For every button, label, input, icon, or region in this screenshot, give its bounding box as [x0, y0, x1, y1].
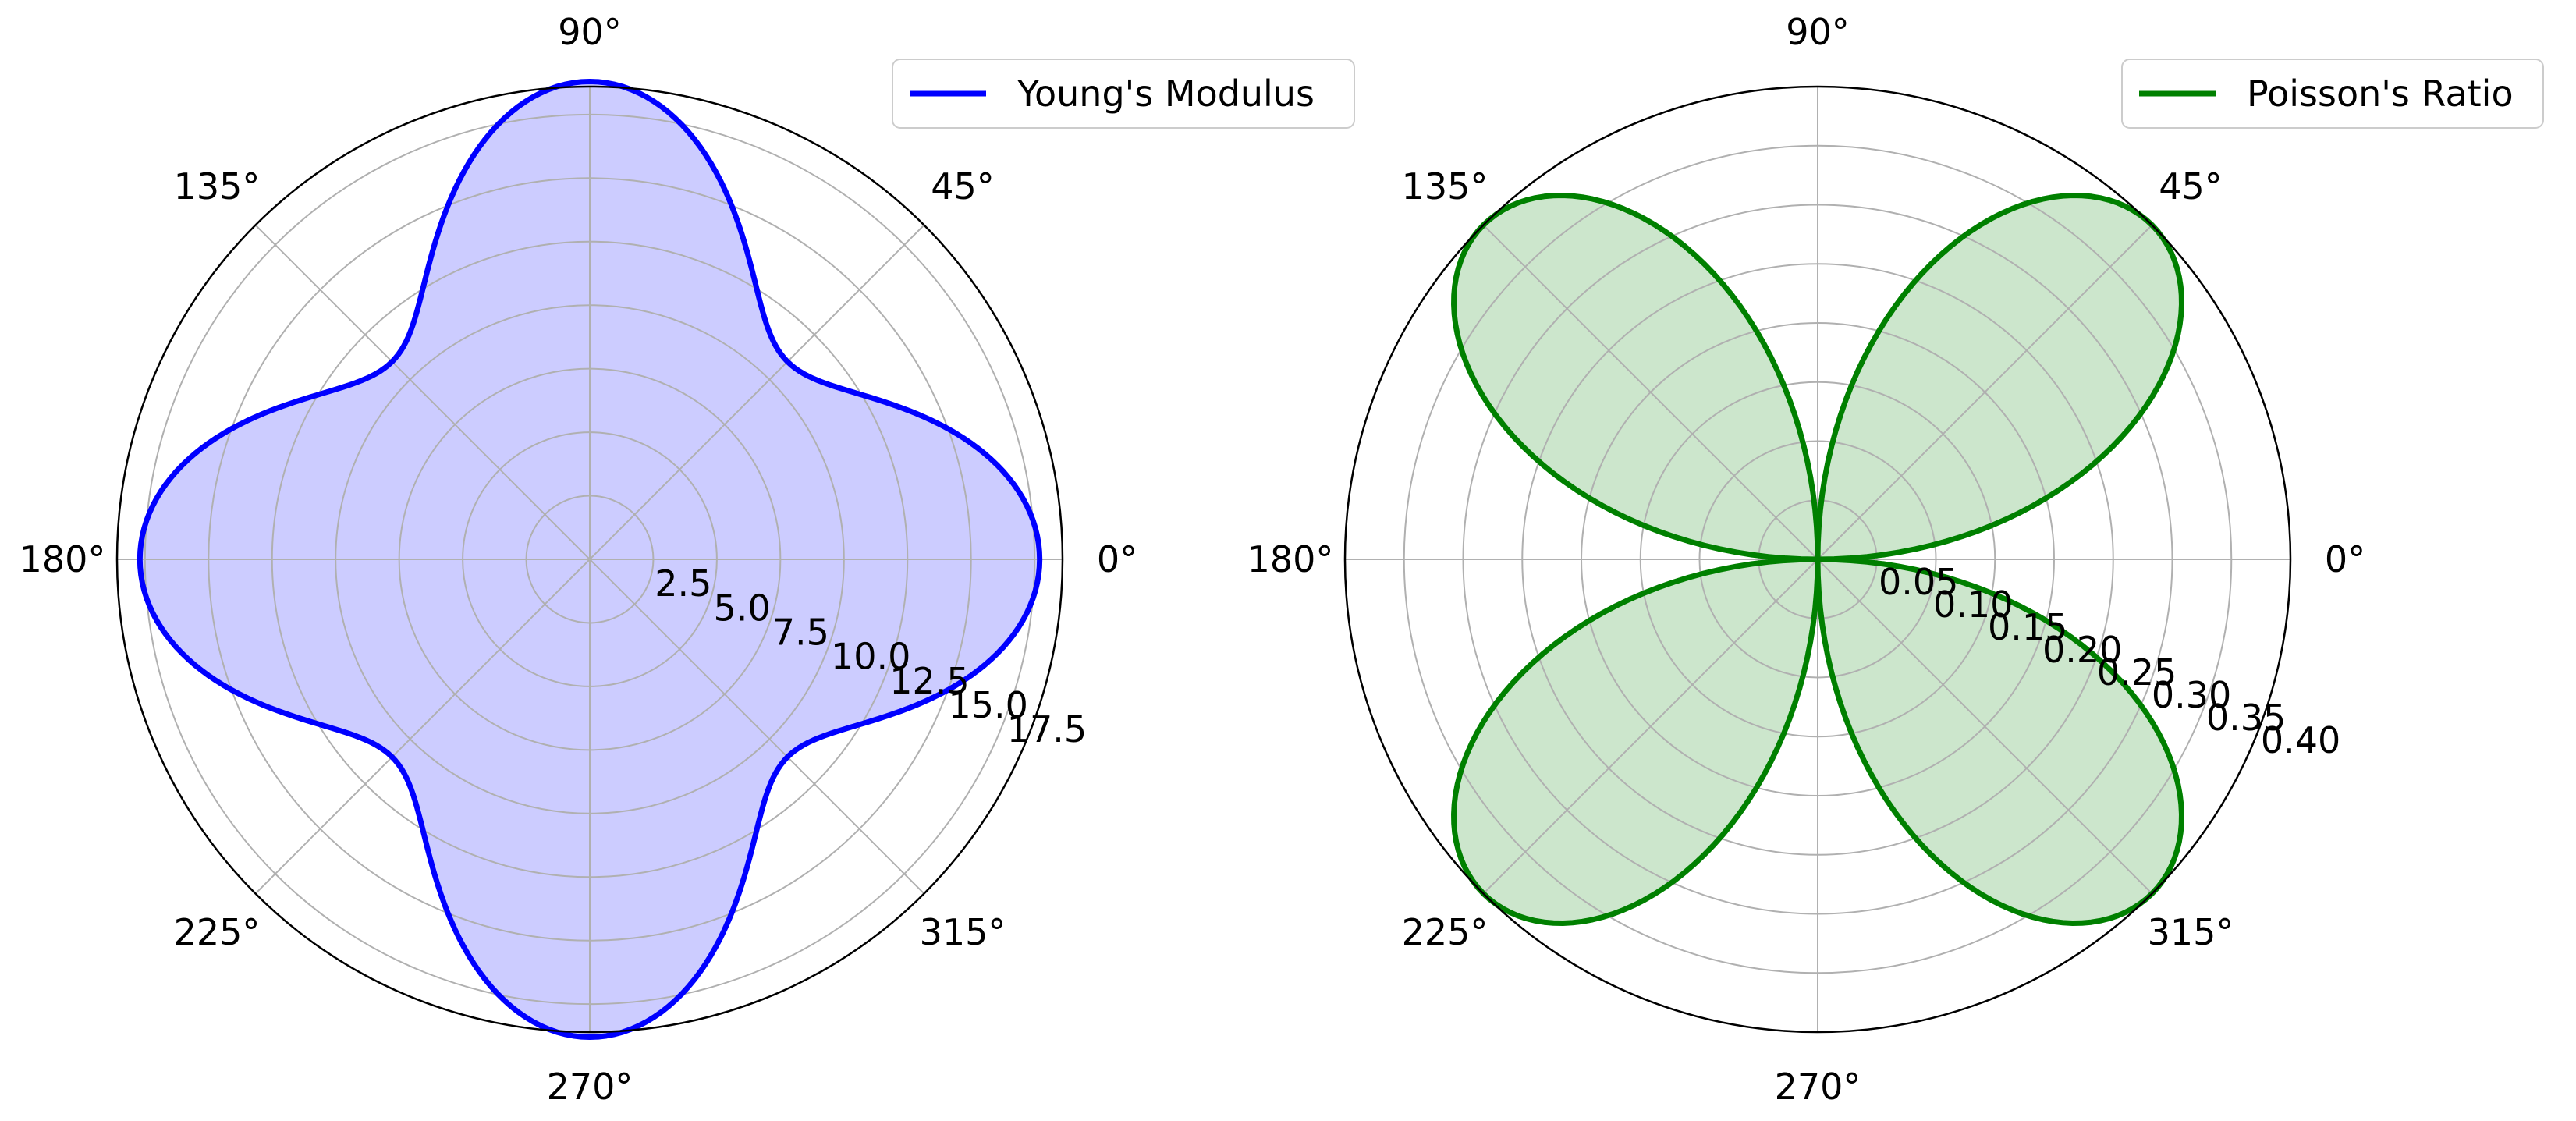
- r-tick-label: 10.0: [831, 636, 910, 678]
- r-tick-label: 0.10: [1933, 584, 2013, 626]
- legend-label: Young's Modulus: [1017, 73, 1315, 115]
- poisson-s-ratio-line: [1451, 193, 2184, 926]
- youngs-modulus-polar-plot: 0° 45° 90° 135° 180° 225° 270° 315° 2.55.07.510.…: [20, 11, 1355, 1108]
- theta-tick-label: 0°: [2325, 538, 2365, 580]
- r-tick-label: 0.25: [2097, 651, 2177, 694]
- legend: Young's Modulus: [892, 59, 1355, 129]
- legend-label: Poisson's Ratio: [2247, 73, 2514, 115]
- angular-gridline: [1482, 224, 1818, 560]
- polar-frame: [115, 85, 1064, 1034]
- polar-frame: [1343, 85, 2292, 1034]
- theta-tick-label: 225°: [1402, 911, 1488, 953]
- r-tick-label: 0.20: [2042, 629, 2122, 671]
- angular-gridline: [1482, 559, 1818, 895]
- theta-tick-label: 0°: [1097, 538, 1137, 580]
- r-tick-label: 0.35: [2206, 697, 2286, 739]
- r-tick-label: 7.5: [772, 612, 829, 654]
- theta-tick-label: 180°: [20, 538, 106, 580]
- angular-gridline: [1817, 224, 2153, 560]
- theta-tick-label: 225°: [174, 911, 261, 953]
- angular-gridline: [589, 559, 925, 895]
- theta-tick-label: 45°: [931, 165, 995, 208]
- legend-frame: [892, 59, 1355, 129]
- theta-tick-label: 315°: [2148, 911, 2234, 953]
- r-tick-label: 0.05: [1879, 561, 1958, 603]
- theta-tick-label: 270°: [1775, 1066, 1861, 1108]
- r-tick-label: 0.30: [2152, 674, 2231, 716]
- r-tick-label: 15.0: [949, 684, 1028, 726]
- legend-frame: [2121, 59, 2544, 129]
- theta-tick-label: 270°: [547, 1066, 633, 1108]
- r-tick-label: 5.0: [714, 587, 771, 629]
- theta-tick-label: 135°: [174, 165, 261, 208]
- r-tick-label: 2.5: [655, 562, 711, 605]
- legend: Poisson's Ratio: [2121, 59, 2544, 129]
- theta-tick-label: 315°: [920, 911, 1006, 953]
- angular-gridline: [589, 224, 925, 560]
- r-tick-label: 0.15: [1988, 606, 2067, 648]
- r-tick-label: 17.5: [1007, 708, 1087, 750]
- theta-tick-label: 90°: [558, 11, 622, 53]
- theta-tick-label: 90°: [1786, 11, 1850, 53]
- r-tick-label: 12.5: [889, 660, 969, 702]
- theta-tick-label: 180°: [1247, 538, 1334, 580]
- angular-gridline: [1817, 559, 2153, 895]
- poissons-ratio-polar-plot: 0° 45° 90° 135° 180° 225° 270° 315° 0.050.100.15…: [1247, 11, 2544, 1108]
- r-tick-label: 0.40: [2261, 719, 2340, 761]
- angular-gridline: [254, 224, 591, 560]
- theta-tick-label: 45°: [2159, 165, 2223, 208]
- young-s-modulus-line: [137, 78, 1043, 1041]
- angular-gridline: [254, 559, 591, 895]
- theta-tick-label: 135°: [1402, 165, 1488, 208]
